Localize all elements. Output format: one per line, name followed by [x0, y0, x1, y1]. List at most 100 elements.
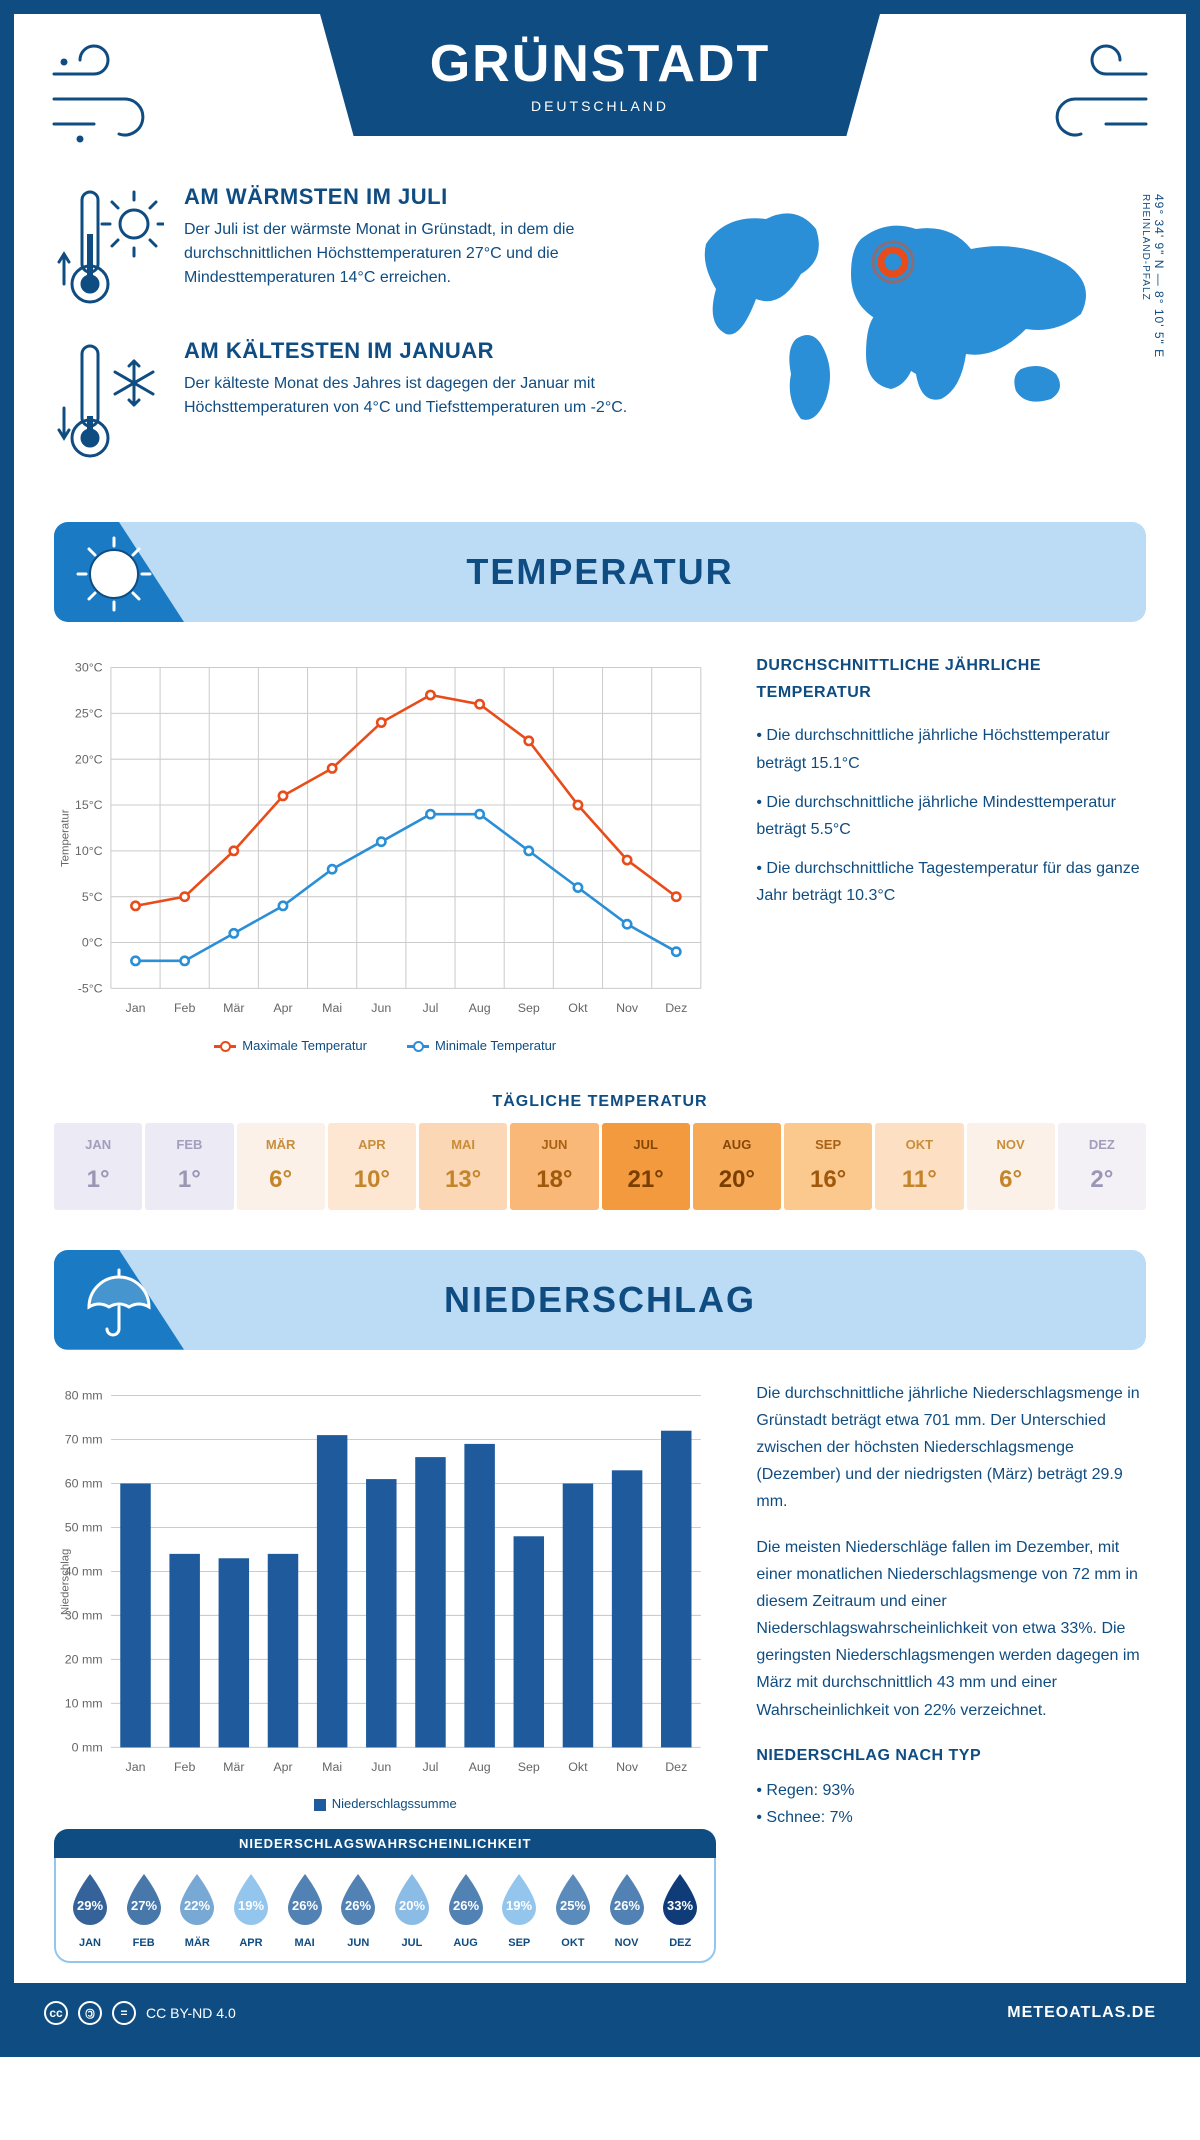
temp-cell: APR10° [328, 1123, 416, 1210]
umbrella-icon [74, 1262, 154, 1342]
footer: cc 🄯 = CC BY-ND 4.0 METEOATLAS.DE [14, 1983, 1186, 2043]
svg-text:Aug: Aug [469, 1001, 491, 1015]
svg-text:Sep: Sep [518, 1001, 540, 1015]
daily-temp-table: JAN1°FEB1°MÄR6°APR10°MAI13°JUN18°JUL21°A… [54, 1123, 1146, 1210]
daily-temp-title: TÄGLICHE TEMPERATUR [14, 1093, 1186, 1111]
svg-text:Nov: Nov [616, 1760, 639, 1774]
svg-text:5°C: 5°C [82, 890, 103, 904]
temp-cell: AUG20° [693, 1123, 781, 1210]
temp-cell: MAI13° [419, 1123, 507, 1210]
svg-text:26%: 26% [614, 1898, 640, 1913]
nd-icon: = [112, 2001, 136, 2025]
temp-cell: NOV6° [967, 1123, 1055, 1210]
site-name: METEOATLAS.DE [1007, 2004, 1156, 2022]
svg-text:10°C: 10°C [75, 844, 103, 858]
cc-icon: cc [44, 2001, 68, 2025]
temperature-chart: -5°C 0°C 5°C 10°C 15°C 20°C 25°C 30°C Jan Feb Mär A… [54, 652, 716, 1025]
svg-text:15°C: 15°C [75, 798, 103, 812]
fact-cold-body: Der kälteste Monat des Jahres ist dagege… [184, 372, 646, 420]
precip-legend: Niederschlagssumme [54, 1796, 716, 1811]
svg-text:Jul: Jul [423, 1760, 439, 1774]
svg-text:26%: 26% [345, 1898, 371, 1913]
precip-drop: 19% SEP [495, 1870, 543, 1949]
precip-drop: 20% JUL [388, 1870, 436, 1949]
svg-text:29%: 29% [77, 1898, 103, 1913]
svg-text:20°C: 20°C [75, 752, 103, 766]
fact-warm-title: AM WÄRMSTEN IM JULI [184, 184, 646, 210]
temp-cell: SEP16° [784, 1123, 872, 1210]
svg-text:Sep: Sep [518, 1760, 540, 1774]
wind-icon [44, 44, 174, 154]
precip-drop: 29% JAN [66, 1870, 114, 1949]
svg-text:Nov: Nov [616, 1001, 639, 1015]
svg-text:25%: 25% [560, 1898, 586, 1913]
precip-drop: 26% AUG [442, 1870, 490, 1949]
precip-drop: 26% NOV [603, 1870, 651, 1949]
svg-text:Dez: Dez [665, 1001, 687, 1015]
svg-text:Mai: Mai [322, 1760, 342, 1774]
svg-text:Jun: Jun [371, 1001, 391, 1015]
fact-cold-title: AM KÄLTESTEN IM JANUAR [184, 338, 646, 364]
temp-cell: JUL21° [602, 1123, 690, 1210]
svg-text:Okt: Okt [568, 1001, 588, 1015]
svg-text:33%: 33% [667, 1898, 693, 1913]
svg-text:Dez: Dez [665, 1760, 687, 1774]
svg-text:Mär: Mär [223, 1001, 244, 1015]
svg-text:26%: 26% [292, 1898, 318, 1913]
svg-text:Niederschlag: Niederschlag [59, 1548, 71, 1614]
svg-text:20%: 20% [399, 1898, 425, 1913]
svg-text:-5°C: -5°C [78, 981, 103, 995]
svg-text:20 mm: 20 mm [65, 1652, 103, 1666]
svg-text:22%: 22% [184, 1898, 210, 1913]
svg-text:Mai: Mai [322, 1001, 342, 1015]
city-banner: GRÜNSTADT DEUTSCHLAND [320, 14, 880, 136]
precip-probability-box: NIEDERSCHLAGSWAHRSCHEINLICHKEIT 29% JAN … [54, 1829, 716, 1963]
coordinates: 49° 34' 9" N — 8° 10' 5" E RHEINLAND-PFA… [1138, 194, 1166, 358]
temp-cell: FEB1° [145, 1123, 233, 1210]
svg-text:Feb: Feb [174, 1760, 195, 1774]
svg-text:19%: 19% [238, 1898, 264, 1913]
precip-drop: 26% MAI [281, 1870, 329, 1949]
svg-text:Jan: Jan [126, 1001, 146, 1015]
precip-drop: 26% JUN [334, 1870, 382, 1949]
svg-text:0 mm: 0 mm [72, 1740, 103, 1754]
svg-text:60 mm: 60 mm [65, 1476, 103, 1490]
section-precipitation: NIEDERSCHLAG [54, 1250, 1146, 1350]
precip-drop: 27% FEB [120, 1870, 168, 1949]
precip-drop: 22% MÄR [173, 1870, 221, 1949]
thermometer-cold-icon [54, 338, 164, 468]
precipitation-chart: 0 mm10 mm20 mm30 mm40 mm50 mm60 mm70 mm8… [54, 1380, 716, 1784]
svg-text:25°C: 25°C [75, 706, 103, 720]
svg-text:Okt: Okt [568, 1760, 588, 1774]
svg-text:30°C: 30°C [75, 661, 103, 675]
svg-text:Feb: Feb [174, 1001, 195, 1015]
by-icon: 🄯 [78, 2001, 102, 2025]
svg-text:10 mm: 10 mm [65, 1696, 103, 1710]
svg-text:19%: 19% [506, 1898, 532, 1913]
precip-drop: 33% DEZ [656, 1870, 704, 1949]
svg-text:0°C: 0°C [82, 936, 103, 950]
svg-text:Apr: Apr [273, 1001, 292, 1015]
fact-warmest: AM WÄRMSTEN IM JULI Der Juli ist der wär… [54, 184, 646, 314]
precip-drop: 19% APR [227, 1870, 275, 1949]
temp-cell: DEZ2° [1058, 1123, 1146, 1210]
country-name: DEUTSCHLAND [410, 98, 790, 114]
svg-text:27%: 27% [131, 1898, 157, 1913]
section-temperature: TEMPERATUR [54, 522, 1146, 622]
chart-legend: .legend span:nth-child(1) .dot::after{bo… [54, 1038, 716, 1053]
world-map: 49° 34' 9" N — 8° 10' 5" E RHEINLAND-PFA… [676, 184, 1146, 492]
license-text: CC BY-ND 4.0 [146, 2005, 236, 2021]
sun-icon [74, 534, 154, 614]
svg-text:26%: 26% [453, 1898, 479, 1913]
svg-text:70 mm: 70 mm [65, 1432, 103, 1446]
svg-text:Apr: Apr [273, 1760, 292, 1774]
temperature-summary: DURCHSCHNITTLICHE JÄHRLICHE TEMPERATUR •… [756, 652, 1146, 1053]
temp-cell: JUN18° [510, 1123, 598, 1210]
header: GRÜNSTADT DEUTSCHLAND [14, 14, 1186, 184]
city-name: GRÜNSTADT [410, 34, 790, 94]
temp-cell: MÄR6° [237, 1123, 325, 1210]
wind-icon [1026, 44, 1156, 154]
fact-coldest: AM KÄLTESTEN IM JANUAR Der kälteste Mona… [54, 338, 646, 468]
svg-text:Aug: Aug [469, 1760, 491, 1774]
fact-warm-body: Der Juli ist der wärmste Monat in Grünst… [184, 218, 646, 290]
